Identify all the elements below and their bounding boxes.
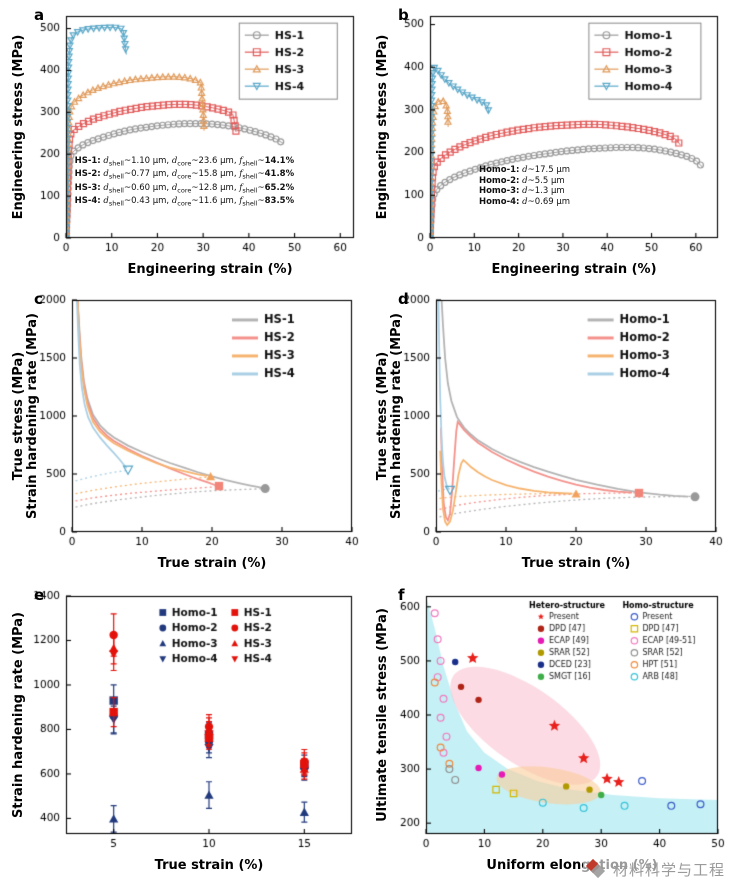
panel-d: d True strain (%) True stress (MPa) Stra… bbox=[372, 288, 728, 576]
panel-d-ylabel-line2: Strain hardening rate (MPa) bbox=[389, 313, 404, 519]
annotation-line: HS-2: dshell~0.77 μm, dcore~15.8 μm, fsh… bbox=[74, 169, 295, 182]
watermark-text: 材料科学与工程 bbox=[612, 860, 725, 879]
panel-c-ylabel: True stress (MPa) Strain hardening rate … bbox=[11, 300, 40, 532]
annotation-line: Homo-2: d~5.5 μm bbox=[478, 175, 565, 186]
annotation-line: HS-4: dshell~0.43 μm, dcore~11.6 μm, fsh… bbox=[74, 196, 295, 208]
watermark: 材料科学与工程 bbox=[582, 857, 727, 881]
panel-c: c True strain (%) True stress (MPa) Stra… bbox=[8, 288, 364, 576]
annotation-b: Homo-1: d~17.5 μm Homo-2: d~5.5 μm Homo-3:… bbox=[479, 165, 570, 208]
panel-d-plot bbox=[372, 288, 728, 576]
panel-a-plot bbox=[8, 4, 364, 282]
panel-b-plot bbox=[372, 4, 728, 282]
panel-b: b Engineering strain (%) Engineering str… bbox=[372, 4, 728, 282]
panel-c-xlabel: True strain (%) bbox=[157, 556, 267, 571]
panel-b-ylabel: Engineering stress (MPa) bbox=[375, 34, 390, 220]
annotation-line: HS-3: dshell~0.60 μm, dcore~12.8 μm, fsh… bbox=[74, 182, 295, 195]
panel-f-plot bbox=[372, 584, 728, 880]
panel-d-xlabel: True strain (%) bbox=[521, 556, 631, 571]
watermark-logo bbox=[585, 858, 607, 880]
panel-f: f Uniform elongation (%) Ultimate tensil… bbox=[372, 584, 728, 880]
annotation-line: HS-1: dshell~1.10 μm, dcore~23.6 μm, fsh… bbox=[74, 155, 295, 168]
panel-d-ylabel: True stress (MPa) Strain hardening rate … bbox=[375, 300, 404, 532]
annotation-line: Homo-4: d~0.69 μm bbox=[478, 197, 571, 208]
annotation-line: Homo-3: d~1.3 μm bbox=[478, 186, 565, 197]
panel-f-letter: f bbox=[398, 586, 405, 604]
panel-c-ylabel-line2: Strain hardening rate (MPa) bbox=[25, 313, 40, 519]
panel-e-letter: e bbox=[34, 586, 45, 604]
panel-a-letter: a bbox=[34, 6, 45, 24]
annotation-a: HS-1: dshell~1.10 μm, dcore~23.6 μm, fsh… bbox=[75, 156, 295, 210]
panel-b-letter: b bbox=[398, 6, 409, 24]
panel-e-xlabel: True strain (%) bbox=[154, 858, 264, 873]
panel-a: a Engineering strain (%) Engineering str… bbox=[8, 4, 364, 282]
panel-c-ylabel-line1: True stress (MPa) bbox=[11, 351, 26, 481]
panel-e-ylabel: Strain hardening rate (MPa) bbox=[11, 612, 26, 818]
panel-a-ylabel: Engineering stress (MPa) bbox=[11, 34, 26, 220]
panel-a-xlabel: Engineering strain (%) bbox=[127, 262, 293, 277]
panel-d-ylabel-line1: True stress (MPa) bbox=[375, 351, 390, 481]
panel-b-xlabel: Engineering strain (%) bbox=[491, 262, 657, 277]
panel-e-plot bbox=[8, 584, 364, 880]
panel-d-letter: d bbox=[398, 290, 409, 308]
panel-e: e True strain (%) Strain hardening rate … bbox=[8, 584, 364, 880]
annotation-line: Homo-1: d~17.5 μm bbox=[478, 164, 571, 175]
panel-c-plot bbox=[8, 288, 364, 576]
panel-f-ylabel: Ultimate tensile stress (MPa) bbox=[375, 608, 390, 822]
panel-c-letter: c bbox=[34, 290, 43, 308]
